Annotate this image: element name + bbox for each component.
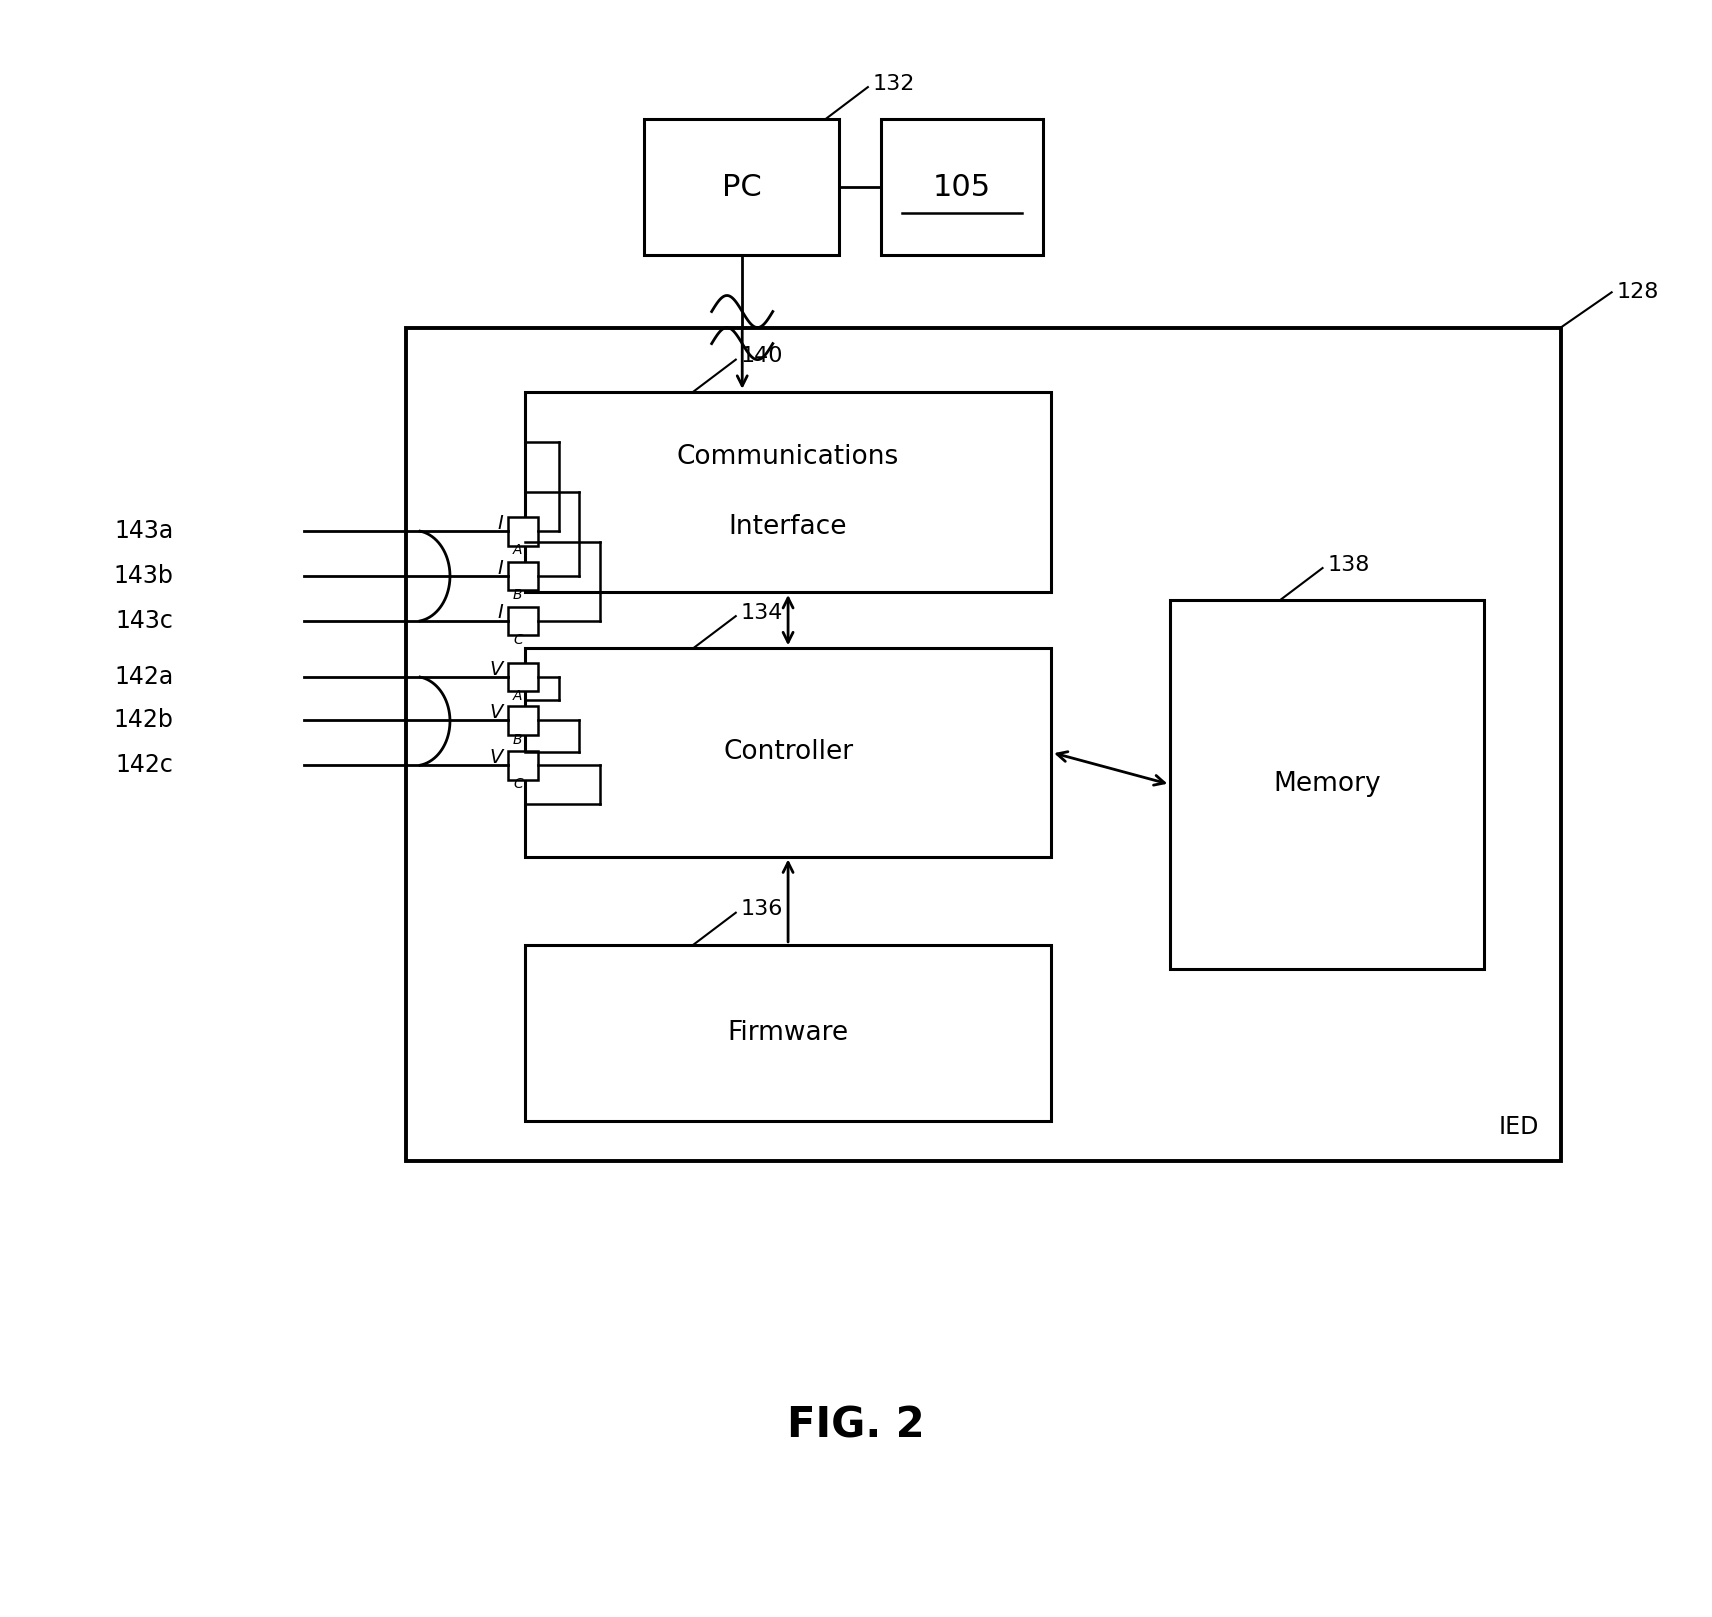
Bar [508, 750, 539, 779]
Bar [508, 707, 539, 734]
Text: I: I [496, 603, 503, 623]
Text: 136: 136 [741, 899, 784, 920]
Text: V: V [490, 747, 503, 766]
Text: C: C [514, 634, 522, 647]
Bar [508, 517, 539, 545]
Text: 134: 134 [741, 603, 784, 623]
Text: 143a: 143a [115, 519, 173, 543]
Text: 142c: 142c [115, 754, 173, 778]
Bar [644, 120, 839, 255]
Text: 143c: 143c [115, 610, 173, 632]
Text: C: C [514, 778, 522, 791]
Text: 140: 140 [741, 346, 784, 367]
Bar [526, 648, 1051, 857]
Bar [882, 120, 1043, 255]
Text: FIG. 2: FIG. 2 [788, 1405, 924, 1447]
Text: Firmware: Firmware [728, 1020, 849, 1046]
Text: 138: 138 [1327, 555, 1370, 574]
Text: I: I [496, 558, 503, 577]
Bar [508, 663, 539, 692]
Text: 142b: 142b [113, 708, 173, 733]
Bar [1169, 600, 1484, 969]
Bar [526, 944, 1051, 1121]
Text: I: I [496, 514, 503, 532]
Text: 128: 128 [1616, 283, 1659, 302]
Text: IED: IED [1498, 1114, 1539, 1138]
Text: Memory: Memory [1274, 771, 1382, 797]
Text: Controller: Controller [722, 739, 853, 765]
Text: 143b: 143b [113, 564, 173, 589]
Text: A: A [514, 543, 522, 558]
Bar [508, 606, 539, 635]
Text: A: A [514, 689, 522, 703]
Text: V: V [490, 703, 503, 721]
Text: PC: PC [721, 173, 762, 202]
Text: B: B [514, 733, 522, 747]
Bar [406, 328, 1561, 1161]
Text: 142a: 142a [115, 665, 173, 689]
Text: Communications: Communications [676, 443, 899, 469]
Text: 105: 105 [933, 173, 991, 202]
Text: Interface: Interface [729, 514, 847, 540]
Text: B: B [514, 589, 522, 602]
Bar [526, 391, 1051, 592]
Text: V: V [490, 660, 503, 679]
Text: 132: 132 [873, 74, 916, 94]
Bar [508, 561, 539, 590]
